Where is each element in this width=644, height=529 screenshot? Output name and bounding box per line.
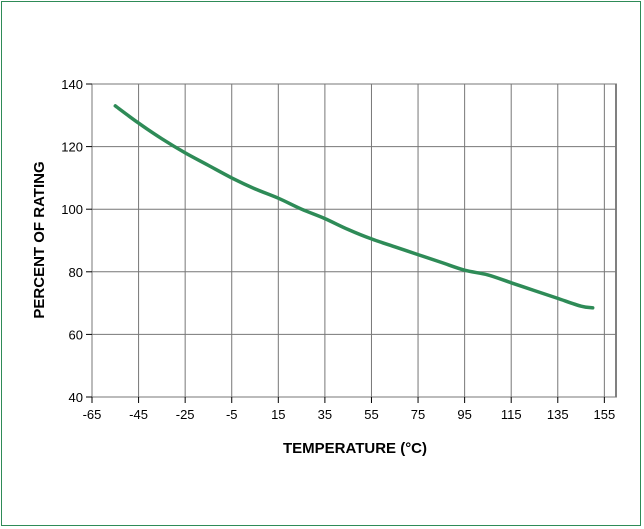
x-tick-label: -5 [226, 407, 238, 422]
x-tick-label: 155 [594, 407, 616, 422]
y-axis-title: PERCENT OF RATING [31, 161, 48, 318]
x-tick-label: 115 [501, 407, 522, 422]
axis-ticks [86, 83, 605, 403]
x-tick-labels: -65 -45 -25 -5 15 35 55 75 95 115 135 155 [83, 407, 616, 422]
x-tick-label: -25 [176, 407, 195, 422]
series-line [113, 104, 595, 310]
x-axis-title: TEMPERATURE (°C) [283, 440, 427, 457]
x-tick-label: 95 [457, 407, 471, 422]
x-tick-label: 135 [547, 407, 569, 422]
x-tick-label: 55 [364, 407, 378, 422]
grid-lines [91, 83, 616, 398]
y-tick-label: 120 [61, 140, 83, 155]
y-tick-label: 140 [61, 77, 83, 92]
y-tick-label: 100 [61, 202, 83, 217]
y-tick-label: 40 [69, 390, 83, 405]
y-tick-label: 60 [69, 327, 83, 342]
y-tick-label: 80 [69, 265, 83, 280]
x-tick-label: -65 [83, 407, 102, 422]
x-tick-label: 75 [411, 407, 425, 422]
x-tick-label: -45 [129, 407, 148, 422]
x-tick-label: 15 [271, 407, 285, 422]
y-tick-labels: 40 60 80 100 120 140 [61, 77, 83, 405]
x-tick-label: 35 [318, 407, 332, 422]
plot-area [91, 83, 617, 398]
